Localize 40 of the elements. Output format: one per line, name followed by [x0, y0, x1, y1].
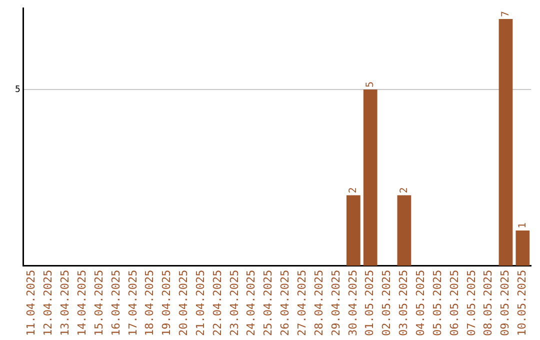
bar: [363, 89, 378, 266]
x-tick-label: 29.04.2025: [329, 270, 342, 336]
x-tick-label: 20.04.2025: [177, 270, 190, 336]
x-tick-label: 01.05.2025: [363, 270, 376, 336]
x-tick-label: 18.04.2025: [143, 270, 156, 336]
x-tick-label: 23.04.2025: [228, 270, 241, 336]
x-tick-label: 22.04.2025: [210, 270, 224, 336]
x-tick-label: 21.04.2025: [194, 270, 207, 336]
x-tick-label: 28.04.2025: [312, 270, 326, 336]
x-tick-label: 06.05.2025: [448, 270, 461, 336]
x-tick-label: 25.04.2025: [262, 270, 275, 336]
x-tick-label: 12.04.2025: [42, 270, 55, 336]
x-tick-label: 07.05.2025: [464, 270, 478, 336]
x-tick-label: 11.04.2025: [24, 270, 38, 336]
x-tick-label: 15.04.2025: [92, 270, 106, 336]
bar: [516, 230, 530, 266]
bar: [397, 195, 412, 266]
x-tick-label: 30.04.2025: [346, 270, 360, 336]
x-tick-label: 24.04.2025: [244, 270, 258, 336]
bar: [498, 18, 513, 266]
x-tick-label: 26.04.2025: [278, 270, 292, 336]
data-label: 2: [398, 187, 410, 194]
x-tick-label: 14.04.2025: [76, 270, 89, 336]
data-label: 7: [500, 10, 512, 17]
x-tick-label: 05.05.2025: [430, 270, 444, 336]
x-tick-label: 08.05.2025: [482, 270, 495, 336]
bar: [346, 195, 360, 266]
x-tick-label: 03.05.2025: [397, 270, 410, 336]
x-tick-label: 02.05.2025: [380, 270, 394, 336]
data-label: 2: [348, 187, 360, 194]
x-tick-label: 27.04.2025: [296, 270, 309, 336]
x-tick-label: 10.05.2025: [516, 270, 529, 336]
data-label: 5: [364, 81, 376, 88]
x-tick-label: 13.04.2025: [58, 270, 72, 336]
x-tick-label: 19.04.2025: [160, 270, 174, 336]
x-tick-label: 16.04.2025: [109, 270, 122, 336]
x-tick-label: 04.05.2025: [414, 270, 427, 336]
x-tick-label: 17.04.2025: [126, 270, 140, 336]
x-tick-label: 09.05.2025: [498, 270, 512, 336]
data-label: 1: [517, 222, 528, 229]
